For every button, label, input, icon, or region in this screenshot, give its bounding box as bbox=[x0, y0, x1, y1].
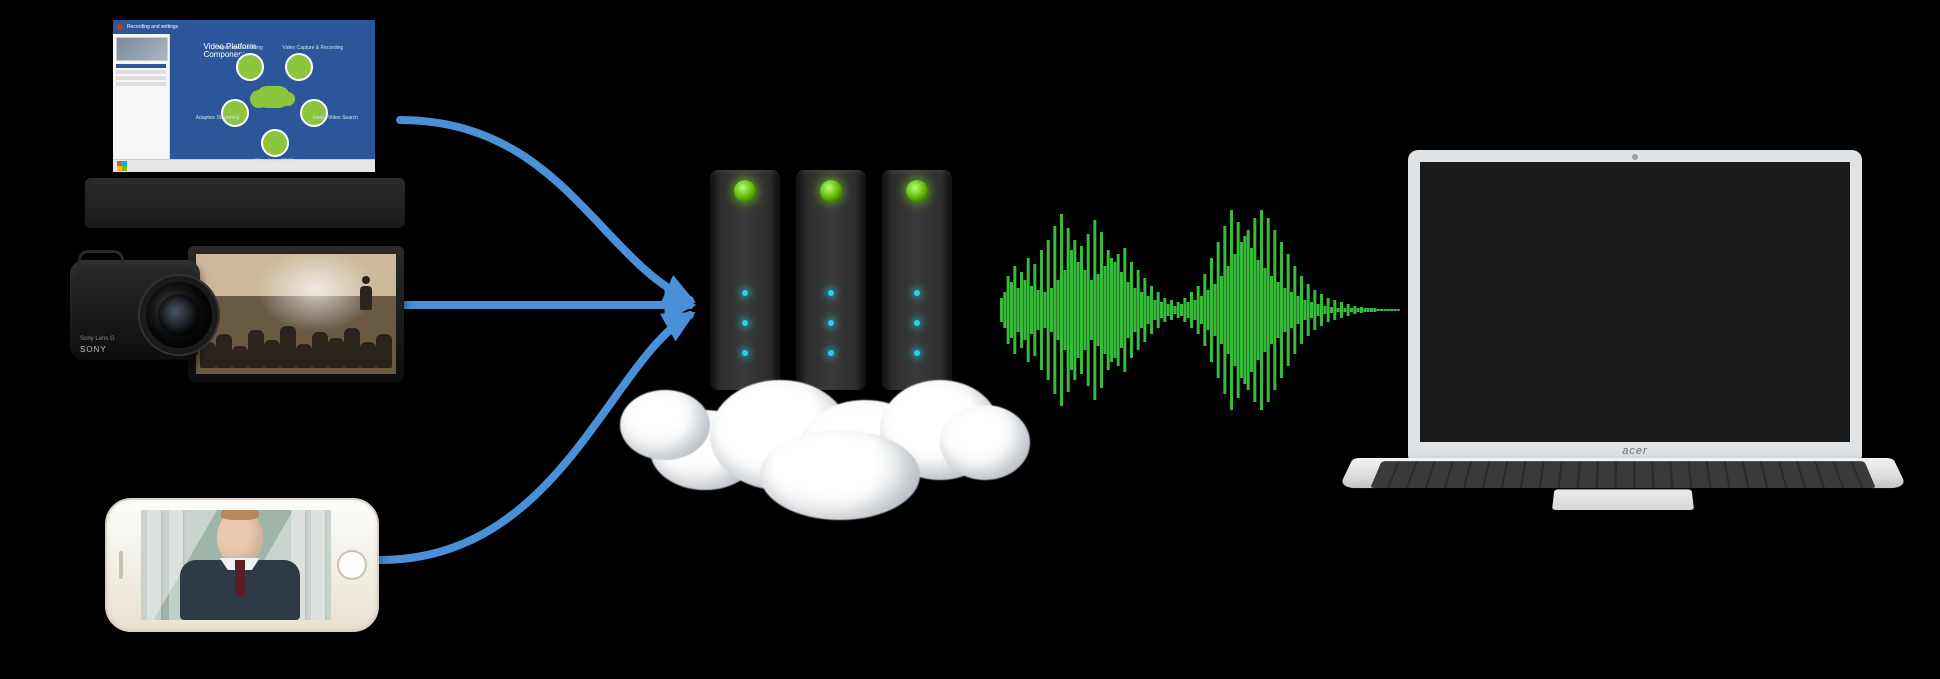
keyboard-icon bbox=[1370, 461, 1876, 488]
phone-device bbox=[105, 498, 379, 632]
status-led-icon bbox=[914, 320, 920, 326]
component-node: Adaptive Streaming bbox=[221, 99, 249, 127]
component-node: Ingest and Encoding bbox=[236, 53, 264, 81]
camcorder-brand-label: SONY bbox=[80, 345, 107, 354]
windows-icon bbox=[117, 161, 127, 171]
component-node: Video-based Editing bbox=[261, 129, 289, 157]
component-node-label: Inside-Video Search bbox=[313, 115, 358, 121]
status-led-icon bbox=[828, 320, 834, 326]
webcam-icon bbox=[1632, 154, 1638, 160]
audio-waveform bbox=[1000, 210, 1400, 410]
cloud-icon bbox=[256, 86, 290, 108]
trackpad-icon bbox=[1552, 489, 1694, 510]
component-node: Video Capture & Recording bbox=[285, 53, 313, 81]
tablet-taskbar bbox=[113, 159, 375, 172]
camcorder-lens-label: Sony Lens G bbox=[80, 336, 115, 342]
phone-screen bbox=[141, 510, 331, 620]
status-led-icon bbox=[828, 290, 834, 296]
tablet-slide: Video Platform Components Video Capture … bbox=[170, 34, 375, 159]
phone-home-button bbox=[337, 550, 367, 580]
laptop-device: acer bbox=[1408, 150, 1893, 512]
status-led-icon bbox=[914, 290, 920, 296]
camcorder-viewfinder bbox=[196, 254, 396, 374]
component-node-label: Video Capture & Recording bbox=[283, 45, 344, 51]
component-node-label: Ingest and Encoding bbox=[217, 45, 263, 51]
component-node-label: Adaptive Streaming bbox=[196, 115, 240, 121]
cloud-puff bbox=[760, 430, 920, 520]
status-led-icon bbox=[742, 290, 748, 296]
lens-icon bbox=[140, 276, 218, 354]
cloud-puff bbox=[620, 390, 710, 460]
component-node-label: Video-based Editing bbox=[254, 158, 299, 164]
cloud-puff bbox=[940, 405, 1030, 480]
cloud-server-cluster bbox=[640, 170, 1020, 480]
phone-speaker-icon bbox=[119, 551, 123, 579]
tablet-sidebar bbox=[113, 34, 170, 159]
component-node: Inside-Video Search bbox=[300, 99, 328, 127]
tablet-window-title: Recording and settings bbox=[127, 24, 178, 30]
laptop-brand-label: acer bbox=[1622, 445, 1647, 457]
status-led-icon bbox=[742, 320, 748, 326]
